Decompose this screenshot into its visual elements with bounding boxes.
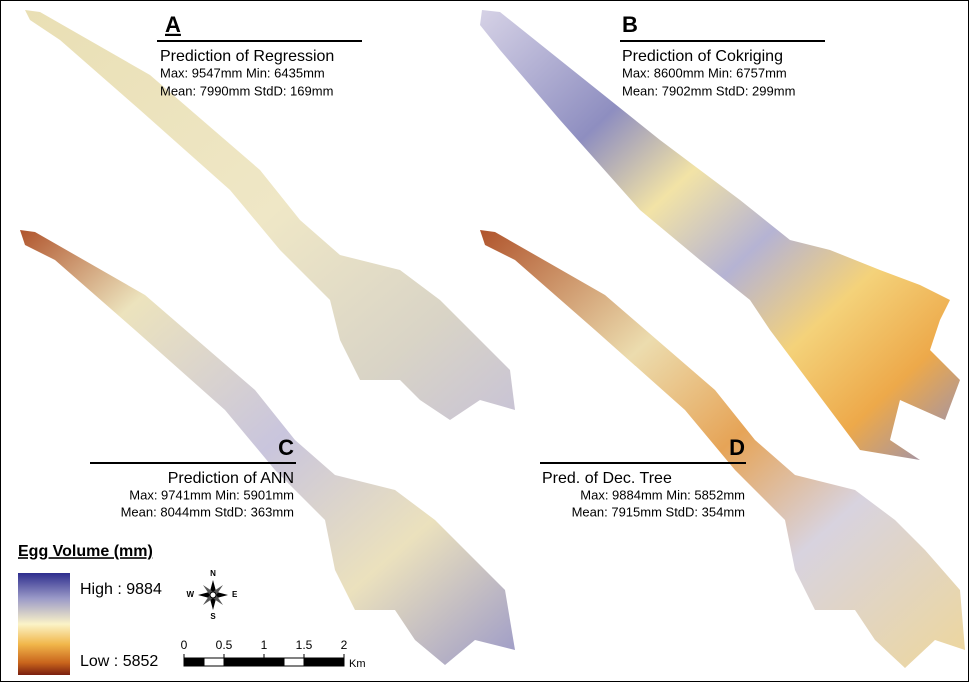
panel-letter: A xyxy=(165,12,181,37)
scale-segment xyxy=(244,658,264,666)
panel-stat: Mean: 7990mm StdD: 169mm xyxy=(160,83,333,98)
panel-stat: Max: 8600mm Min: 6757mm xyxy=(622,65,787,80)
scale-segment xyxy=(324,658,344,666)
scale-tick-label: 0.5 xyxy=(216,638,233,652)
panel-stat: Max: 9884mm Min: 5852mm xyxy=(580,487,745,502)
scale-segment xyxy=(284,658,304,666)
legend-high: High : 9884 xyxy=(80,581,162,598)
panel-title: Prediction of Regression xyxy=(160,48,334,65)
panel-letter: B xyxy=(622,12,638,37)
panel-title: Prediction of ANN xyxy=(168,470,294,487)
panel-title: Prediction of Cokriging xyxy=(622,48,783,65)
scale-tick-label: 0 xyxy=(181,638,188,652)
scale-segment xyxy=(304,658,324,666)
scale-unit: Km xyxy=(349,658,366,670)
panel-stat: Max: 9547mm Min: 6435mm xyxy=(160,65,325,80)
compass-w: W xyxy=(186,590,194,599)
panel-letter: C xyxy=(278,435,294,460)
scale-segment xyxy=(224,658,244,666)
compass-n: N xyxy=(210,569,216,578)
scale-segment xyxy=(184,658,204,666)
scale-segment xyxy=(264,658,284,666)
compass-s: S xyxy=(210,612,216,621)
legend-ramp xyxy=(18,573,70,675)
compass-e: E xyxy=(232,590,238,599)
page: A Prediction of Regression Max: 9547mm M… xyxy=(0,0,969,682)
legend-title: Egg Volume (mm) xyxy=(18,543,153,560)
figure: A Prediction of Regression Max: 9547mm M… xyxy=(0,0,969,682)
panel-stat: Mean: 7902mm StdD: 299mm xyxy=(622,83,795,98)
scale-tick-label: 1 xyxy=(261,638,268,652)
panel-letter: D xyxy=(729,435,745,460)
panel-stat: Max: 9741mm Min: 5901mm xyxy=(129,487,294,502)
scale-tick-label: 1.5 xyxy=(296,638,313,652)
legend-low: Low : 5852 xyxy=(80,653,158,670)
panel-stat: Mean: 8044mm StdD: 363mm xyxy=(121,504,294,519)
panel-stat: Mean: 7915mm StdD: 354mm xyxy=(572,504,745,519)
scale-segment xyxy=(204,658,224,666)
panel-title: Pred. of Dec. Tree xyxy=(542,470,672,487)
scale-tick-label: 2 xyxy=(341,638,348,652)
